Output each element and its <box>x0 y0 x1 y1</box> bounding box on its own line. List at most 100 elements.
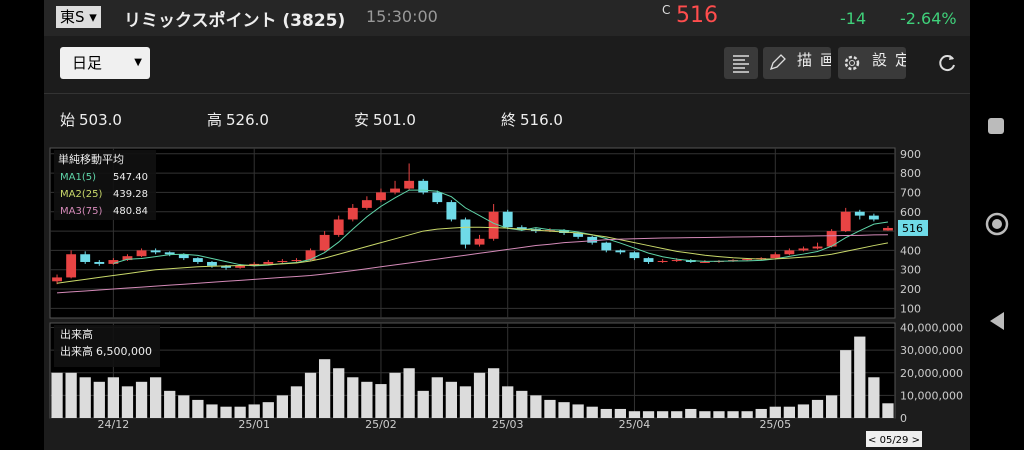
y-tick-label: 10,000,000 <box>900 389 963 402</box>
refresh-icon[interactable] <box>936 52 958 74</box>
volume-bar <box>586 406 598 418</box>
volume-bar <box>642 411 655 418</box>
volume-bar <box>741 411 753 418</box>
candle-body <box>150 250 161 253</box>
candle-body <box>699 261 710 263</box>
nav-bar <box>970 0 1024 450</box>
candle-body <box>418 180 429 193</box>
draw-button[interactable]: 描画 <box>763 47 831 79</box>
period: 日足 <box>72 54 103 72</box>
legend-value: 439.28 <box>113 189 148 200</box>
y-tick-label: 400 <box>900 244 921 257</box>
candle-body <box>263 261 274 264</box>
candle-body <box>601 242 612 251</box>
volume-bar <box>431 377 443 418</box>
candle-body <box>207 261 217 266</box>
volume-bar <box>135 381 148 418</box>
price-tag <box>898 219 928 236</box>
volume-bar <box>375 384 387 418</box>
exchange-select[interactable]: 東S ▾ <box>56 6 101 28</box>
candle-body <box>164 252 175 255</box>
candle-body <box>629 252 640 259</box>
ohlc-value: 503.0 <box>79 111 122 129</box>
legend-box <box>54 150 156 220</box>
candle-body <box>122 256 133 261</box>
volume-bar <box>304 372 317 418</box>
candle-body <box>868 215 879 220</box>
ohlc-item: 安 501.0 <box>354 109 501 130</box>
volume-bar <box>600 408 612 418</box>
settings-button[interactable]: 設定 <box>838 47 906 79</box>
y-tick-label: 40,000,000 <box>900 322 963 335</box>
candle-body <box>361 200 372 208</box>
ma-line <box>57 234 888 294</box>
ohlc-item: 高 526.0 <box>207 109 354 130</box>
candle-body <box>840 211 851 232</box>
candle-body <box>108 260 119 264</box>
price-mark: C <box>662 3 671 17</box>
y-tick-label: 700 <box>900 186 921 199</box>
price: 516 <box>676 3 718 28</box>
candle-body <box>178 254 189 259</box>
volume-bar <box>79 377 91 418</box>
volume-bar <box>487 368 500 418</box>
ohlc-label: 安 <box>354 111 370 129</box>
y-tick-label: 300 <box>900 264 921 277</box>
volume-bar <box>234 406 246 418</box>
ohlc-value: 526.0 <box>226 111 269 129</box>
legend-name: MA1(5) <box>60 172 96 183</box>
volume-bar <box>516 390 528 418</box>
settings-label: 設定 <box>872 51 906 69</box>
candle-body <box>347 207 358 220</box>
candle-body <box>376 192 386 201</box>
ohlc-item: 始 503.0 <box>60 109 207 130</box>
volume-bar <box>797 404 810 418</box>
volume-bar <box>882 403 894 418</box>
volume-bar <box>811 399 824 418</box>
candle-body <box>643 258 654 262</box>
x-tick-label: 25/03 <box>492 418 524 431</box>
volume-bar <box>248 404 260 418</box>
volume-bar <box>262 402 274 418</box>
candle-body <box>390 188 400 193</box>
candle-body <box>826 231 837 247</box>
volume-bar <box>276 395 289 418</box>
y-tick-label: 20,000,000 <box>900 367 963 380</box>
volume-bar <box>347 377 359 418</box>
candle-body <box>502 211 513 228</box>
candle-body <box>52 277 62 282</box>
volume-bar <box>361 381 373 418</box>
volume-bar <box>473 372 486 418</box>
volume-bar <box>459 386 472 418</box>
y-tick-label: 600 <box>900 206 921 219</box>
candle-body <box>319 234 330 251</box>
volume-bar <box>868 377 880 418</box>
volume-bar <box>417 390 429 418</box>
stock-name: リミックスポイント (3825) <box>124 11 346 31</box>
candle-body <box>277 261 288 263</box>
draw-label: 描画 <box>797 51 831 69</box>
candle-body <box>573 233 584 237</box>
gear-icon <box>844 55 860 71</box>
candle-body <box>432 192 443 203</box>
volume-bar <box>403 368 415 418</box>
volume-bar <box>854 336 866 418</box>
volume-bar <box>164 390 176 418</box>
candle-body <box>488 211 499 239</box>
candle-body <box>587 236 598 243</box>
candle-body <box>80 254 91 262</box>
candle-body <box>221 265 231 268</box>
volume-bar <box>727 411 739 418</box>
period-select[interactable]: 日足 ▼ <box>60 47 150 79</box>
candle-body <box>460 219 471 245</box>
legend-value: 6,500,000 <box>96 345 152 358</box>
volume-bar <box>628 411 641 418</box>
x-tick-label: 25/05 <box>759 418 791 431</box>
volume-bar <box>572 404 584 418</box>
volume-bar <box>699 411 711 418</box>
candle-body <box>305 250 316 261</box>
pencil-icon <box>769 54 786 71</box>
list-button[interactable] <box>724 47 758 79</box>
volume-bar <box>149 377 162 418</box>
ohlc-value: 516.0 <box>520 111 563 129</box>
